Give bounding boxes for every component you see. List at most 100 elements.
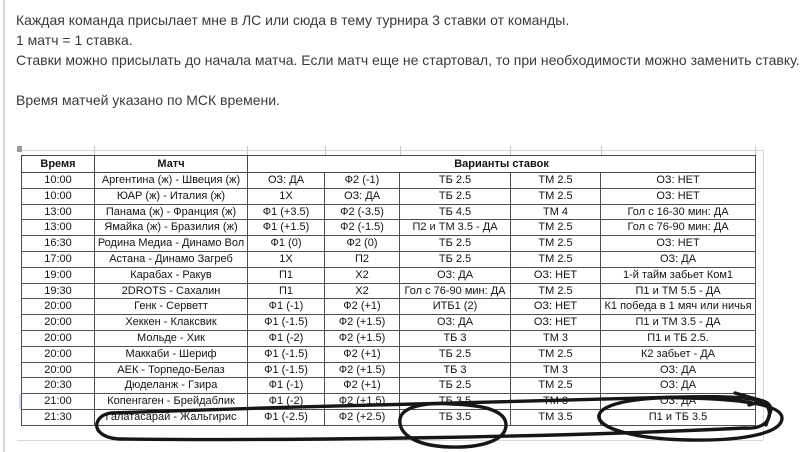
- table-row: 13:00 Ямайка (ж) - Бразилия (ж) Ф1 (+1.5…: [21, 219, 757, 237]
- match-name-cell: Маккаби - Шериф: [94, 345, 248, 363]
- match-name-cell: Аргентина (ж) - Швеция (ж): [94, 172, 248, 189]
- bet-option-cell: Ф2 (+1.5): [324, 314, 400, 331]
- match-name-cell: Галатасарай - Жальгирис: [94, 408, 248, 426]
- bet-option-cell: ТБ 4.5: [399, 203, 511, 221]
- bet-option-cell: П1 и ТМ 5.5 - ДА: [599, 282, 757, 300]
- bet-option-cell: Ф2 (+1): [324, 345, 400, 363]
- gridline-bottom: [17, 440, 763, 441]
- bet-option-cell: ОЗ: ДА: [599, 250, 757, 268]
- bet-option-cell: Ф1 (-1.5): [247, 361, 325, 379]
- bet-option-cell: ОЗ: ДА: [599, 377, 757, 395]
- intro-line-3: Ставки можно присылать до начала матча. …: [16, 52, 800, 68]
- bet-option-cell: ОЗ: НЕТ: [510, 266, 601, 284]
- gridline-top: [17, 150, 763, 151]
- bet-option-cell: X2: [324, 282, 400, 300]
- bet-option-cell: П2 и ТМ 3.5 - ДА: [399, 219, 511, 237]
- table-row: 10:00 Аргентина (ж) - Швеция (ж) ОЗ: ДА …: [21, 172, 757, 189]
- match-time-cell: 21:30: [21, 408, 95, 426]
- bet-option-cell: ОЗ: ДА: [324, 187, 400, 205]
- gridline-tick: [247, 146, 248, 155]
- bet-option-cell: ТБ 2.5: [399, 187, 511, 205]
- bet-option-cell: Гол с 76-90 мин: ДА: [399, 282, 511, 300]
- bet-option-cell: Гол с 16-30 мин: ДА: [599, 203, 757, 221]
- bet-option-cell: ОЗ: НЕТ: [510, 314, 601, 331]
- bet-option-cell: Ф2 (+1.5): [324, 329, 400, 347]
- table-row: 20:00 Мольде - Хик Ф1 (-2) Ф2 (+1.5) ТБ …: [21, 329, 757, 347]
- table-header-row: Время Матч Варианты ставок: [21, 155, 757, 173]
- bet-option-cell: ОЗ: ДА: [399, 266, 511, 284]
- bet-option-cell: Ф1 (-2): [247, 393, 325, 410]
- table-row: 17:00 Астана - Динамо Загреб 1X П2 ТБ 2.…: [21, 250, 757, 268]
- bet-option-cell: Ф2 (+2.5): [324, 408, 400, 426]
- table-row: 20:00 Хеккен - Клаксвик Ф1 (-1.5) Ф2 (+1…: [21, 314, 757, 331]
- match-time-cell: 20:00: [21, 329, 95, 347]
- match-name-cell: Генк - Серветт: [94, 298, 248, 316]
- gridline-tick: [400, 146, 401, 155]
- match-time-cell: 10:00: [21, 172, 95, 189]
- match-name-cell: Карабах - Ракув: [94, 266, 248, 284]
- match-time-cell: 16:30: [21, 235, 95, 252]
- gridline-tick: [755, 146, 756, 155]
- bet-option-cell: ТМ 2.5: [510, 235, 601, 252]
- bet-option-cell: Ф2 (+1): [324, 298, 400, 316]
- bet-option-cell: Ф1 (-2): [247, 329, 325, 347]
- bet-option-cell: ТМ 4: [510, 203, 601, 221]
- bet-option-cell: П2: [324, 250, 400, 268]
- bet-option-cell: ТМ 3: [510, 329, 601, 347]
- bet-option-cell: Ф1 (-1.5): [247, 314, 325, 331]
- bet-option-cell: ОЗ: ДА: [399, 314, 511, 331]
- intro-text-block: Каждая команда присылает мне в ЛС или сю…: [16, 10, 800, 110]
- bet-option-cell: Ф2 (-1.5): [324, 219, 400, 237]
- col-header-bet-options: Варианты ставок: [246, 155, 757, 173]
- table-row: 19:30 2DROTS - Сахалин П1 X2 Гол с 76-90…: [21, 282, 757, 300]
- bet-option-cell: ТБ 2.5: [399, 377, 511, 395]
- gridline-tick: [601, 146, 602, 155]
- match-time-cell: 20:00: [21, 345, 95, 363]
- table-row: 21:00 Копенгаген - Брейдаблик Ф1 (-2) Ф2…: [21, 393, 757, 410]
- bet-option-cell: ОЗ: НЕТ: [599, 187, 757, 205]
- bet-option-cell: ТМ 3.5: [510, 408, 601, 426]
- match-time-cell: 20:00: [21, 314, 95, 331]
- bet-option-cell: П1: [247, 266, 325, 284]
- table-row: 20:00 Генк - Серветт Ф1 (-1) Ф2 (+1) ИТБ…: [21, 298, 757, 316]
- intro-line-1: Каждая команда присылает мне в ЛС или сю…: [16, 12, 570, 28]
- match-time-cell: 13:00: [21, 219, 95, 237]
- bet-option-cell: Ф1 (+3.5): [247, 203, 325, 221]
- bet-option-cell: ТБ 3.5: [399, 408, 511, 426]
- match-name-cell: Родина Медиа - Динамо Вол: [94, 235, 248, 252]
- table-row: 20:30 Дюделанж - Гзира Ф1 (-1) Ф2 (+1) Т…: [21, 377, 757, 395]
- bet-option-cell: ТМ 2.5: [510, 377, 601, 395]
- bet-option-cell: ТМ 2.5: [510, 172, 601, 189]
- bet-option-cell: 1-й тайм забьет Ком1: [599, 266, 757, 284]
- match-name-cell: Дюделанж - Гзира: [94, 377, 248, 395]
- match-time-cell: 20:00: [21, 298, 95, 316]
- bet-option-cell: X2: [324, 266, 400, 284]
- bet-option-cell: ТМ 3: [510, 393, 601, 410]
- match-name-cell: Панама (ж) - Франция (ж): [94, 203, 248, 221]
- bet-option-cell: ТМ 2.5: [510, 345, 601, 363]
- match-name-cell: Ямайка (ж) - Бразилия (ж): [94, 219, 248, 237]
- bet-option-cell: ТМ 3: [510, 361, 601, 379]
- bet-option-cell: ОЗ: ДА: [599, 361, 757, 379]
- bet-option-cell: Ф2 (+1): [324, 377, 400, 395]
- bet-option-cell: ИТБ1 (2): [399, 298, 511, 316]
- bet-option-cell: Ф1 (-2.5): [247, 408, 325, 426]
- table-row: 16:30 Родина Медиа - Динамо Вол Ф1 (0) Ф…: [21, 235, 757, 252]
- bet-option-cell: П1 и ТБ 3.5: [599, 408, 757, 426]
- bet-option-cell: Ф2 (0): [324, 235, 400, 252]
- table-row: 20:00 Маккаби - Шериф Ф1 (-1.5) Ф2 (+1) …: [21, 345, 757, 363]
- bets-table: Время Матч Варианты ставок 10:00 Аргенти…: [21, 155, 757, 426]
- match-time-cell: 20:00: [21, 361, 95, 379]
- match-name-cell: ЮАР (ж) - Италия (ж): [94, 187, 248, 205]
- bet-option-cell: ТБ 3.5: [399, 393, 511, 410]
- bet-option-cell: ТМ 2.5: [510, 187, 601, 205]
- bet-option-cell: Ф1 (0): [247, 235, 325, 252]
- bet-option-cell: ТБ 2.5: [399, 235, 511, 252]
- bet-option-cell: Ф1 (+1.5): [247, 219, 325, 237]
- bet-option-cell: Ф2 (-1): [324, 172, 400, 189]
- bet-option-cell: ОЗ: НЕТ: [510, 298, 601, 316]
- page-left-divider: [3, 0, 5, 452]
- bet-option-cell: К2 забьет - ДА: [599, 345, 757, 363]
- bet-option-cell: ТБ 2.5: [399, 172, 511, 189]
- match-name-cell: Мольде - Хик: [94, 329, 248, 347]
